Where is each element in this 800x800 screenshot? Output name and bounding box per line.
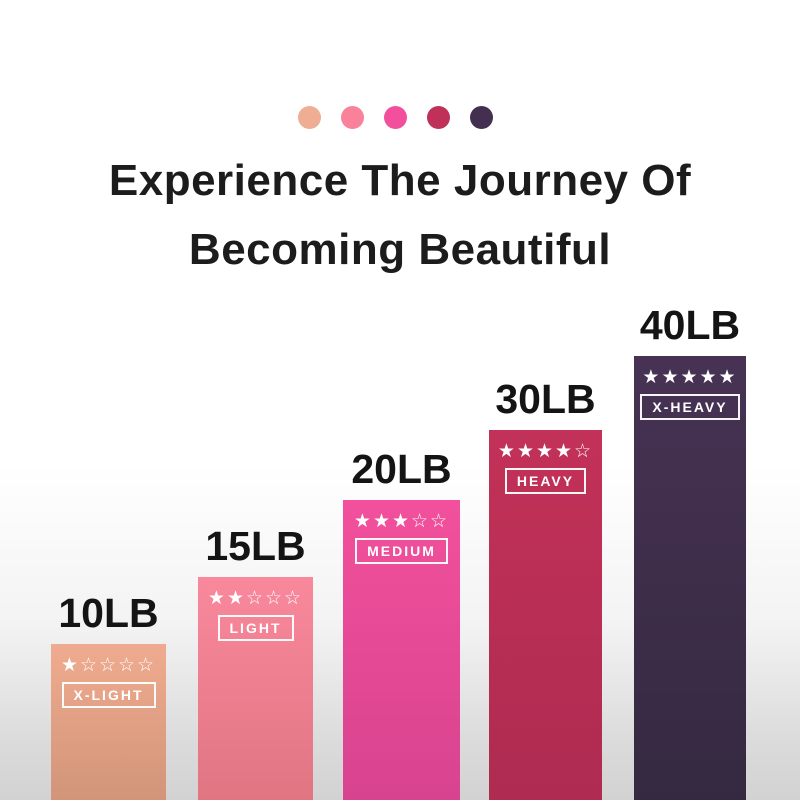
star-rating-icon: ★★☆☆☆ (207, 588, 304, 609)
bar-group-30lb: 30LB ★★★★☆ HEAVY (489, 378, 602, 800)
bar-group-15lb: 15LB ★★☆☆☆ LIGHT (198, 525, 313, 800)
bar-rect: ★★★☆☆ MEDIUM (343, 500, 460, 800)
bar-weight-label: 30LB (495, 376, 596, 422)
bar-weight-label: 20LB (351, 446, 452, 492)
x-light-dot-icon (297, 106, 321, 129)
level-box-wrap: LIGHT (198, 615, 313, 641)
bar-weight-label: 40LB (639, 302, 741, 348)
heavy-dot-icon (426, 106, 450, 129)
star-rating-icon: ★★★☆☆ (353, 511, 450, 532)
page-title-line-2: Becoming Beautiful (188, 225, 612, 274)
level-box-wrap: X-LIGHT (51, 682, 166, 708)
palette-dots-row (0, 106, 790, 129)
level-badge: X-LIGHT (61, 682, 156, 708)
light-dot-icon (340, 106, 364, 129)
star-rating-icon: ★★★★★ (642, 367, 738, 388)
page-title-line-1: Experience The Journey Of (108, 156, 692, 205)
star-rating-icon: ★☆☆☆☆ (60, 655, 157, 676)
level-badge: X-HEAVY (640, 394, 740, 420)
level-box-wrap: X-HEAVY (634, 394, 746, 420)
bar-rect: ★★★★☆ HEAVY (489, 430, 602, 800)
x-heavy-dot-icon (469, 106, 493, 129)
level-badge: HEAVY (504, 468, 587, 494)
bar-weight-label: 15LB (205, 523, 306, 569)
medium-dot-icon (383, 106, 407, 129)
bar-weight-label: 10LB (58, 590, 159, 636)
page-title: Experience The Journey Of Becoming Beaut… (0, 146, 800, 284)
level-badge: MEDIUM (355, 538, 448, 564)
bar-rect: ★★★★★ X-HEAVY (634, 356, 746, 800)
star-rating-icon: ★★★★☆ (497, 441, 594, 462)
bar-group-10lb: 10LB ★☆☆☆☆ X-LIGHT (51, 592, 166, 800)
level-box-wrap: MEDIUM (343, 538, 460, 564)
bar-group-20lb: 20LB ★★★☆☆ MEDIUM (343, 448, 460, 800)
level-box-wrap: HEAVY (489, 468, 602, 494)
bar-rect: ★★☆☆☆ LIGHT (198, 577, 313, 800)
bar-group-40lb: 40LB ★★★★★ X-HEAVY (634, 304, 746, 800)
bar-rect: ★☆☆☆☆ X-LIGHT (51, 644, 166, 800)
level-badge: LIGHT (217, 615, 294, 641)
